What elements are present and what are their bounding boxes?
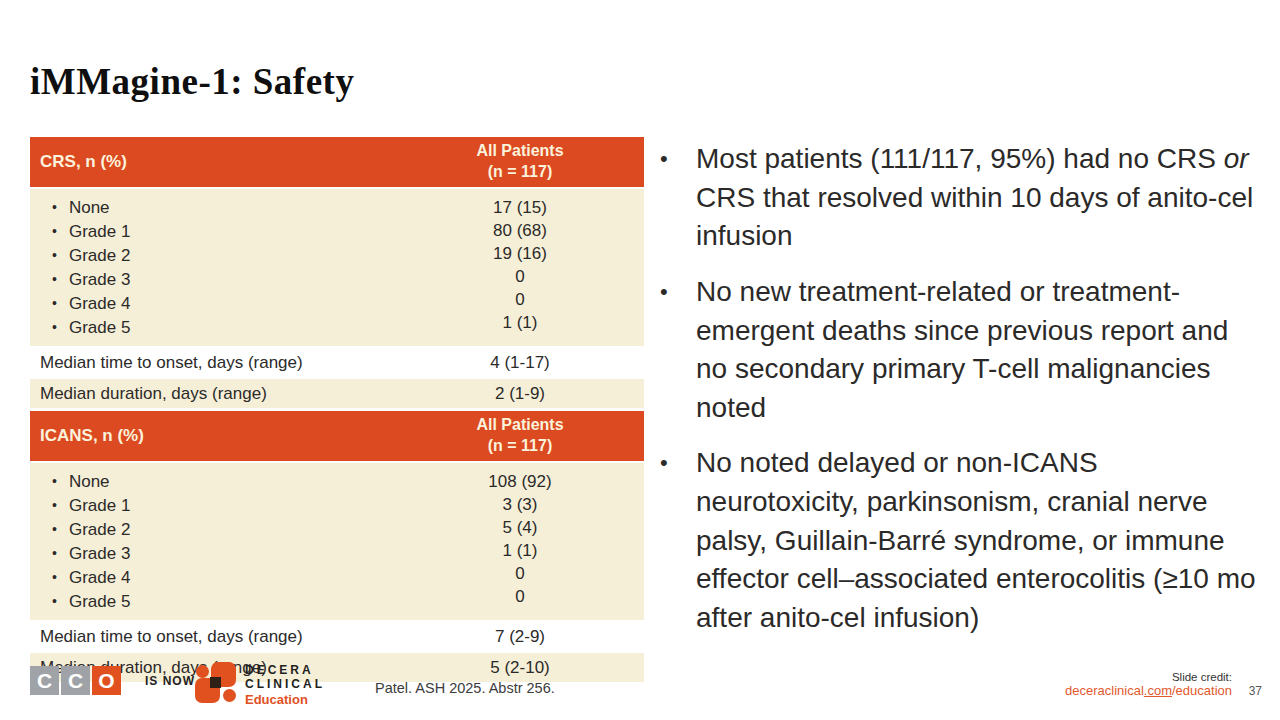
table-row: Grade 5: [42, 590, 396, 614]
median-onset-label: Median time to onset, days (range): [30, 353, 396, 373]
grade-value: 1 (1): [396, 539, 644, 562]
icans-grades-block: None Grade 1 Grade 2 Grade 3 Grade 4 Gra…: [30, 463, 644, 620]
safety-table: CRS, n (%) All Patients (n = 117) None G…: [30, 137, 644, 682]
median-onset-value: 7 (2-9): [396, 627, 644, 647]
median-onset-value: 4 (1-17): [396, 353, 644, 373]
crs-grade-values: 17 (15) 80 (68) 19 (16) 0 0 1 (1): [396, 196, 644, 340]
grade-label: Grade 1: [69, 496, 130, 515]
grade-value: 1 (1): [396, 311, 644, 334]
slide-credit: Slide credit: deceraclinical.com/educati…: [1065, 671, 1232, 698]
cco-logo: C C O: [30, 666, 121, 695]
list-item: Most patients (111/117, 95%) had no CRS …: [660, 140, 1260, 256]
grade-label: Grade 3: [69, 544, 130, 563]
bullet-icon: [660, 140, 696, 256]
table-row: None: [42, 470, 396, 494]
grade-label: Grade 2: [69, 246, 130, 265]
bullet-text-segment: Most patients (111/117, 95%) had no CRS: [696, 143, 1224, 174]
grade-value: 17 (15): [396, 196, 644, 219]
crs-grade-labels: None Grade 1 Grade 2 Grade 3 Grade 4 Gra…: [30, 196, 396, 340]
n-count-label: (n = 117): [396, 162, 644, 183]
grade-value: 0: [396, 288, 644, 311]
icans-median-onset-row: Median time to onset, days (range) 7 (2-…: [30, 622, 644, 651]
crs-header-value-col: All Patients (n = 117): [396, 141, 644, 183]
crs-median-duration-row: Median duration, days (range) 2 (1-9): [30, 379, 644, 408]
table-row: Grade 4: [42, 292, 396, 316]
grade-label: Grade 4: [69, 568, 130, 587]
table-row: Grade 1: [42, 220, 396, 244]
bullet-text: Most patients (111/117, 95%) had no CRS …: [696, 140, 1260, 256]
cco-logo-letter: C: [61, 666, 90, 695]
bullet-text-italic: or: [1224, 143, 1249, 174]
link-segment[interactable]: deceraclinical: [1065, 683, 1144, 698]
grade-value: 5 (4): [396, 516, 644, 539]
crs-header-label: CRS, n (%): [30, 152, 396, 172]
cco-logo-letter: O: [92, 666, 121, 695]
table-row: Grade 5: [42, 316, 396, 340]
icans-grade-values: 108 (92) 3 (3) 5 (4) 1 (1) 0 0: [396, 470, 644, 614]
grade-label: Grade 5: [69, 592, 130, 611]
bullet-text: No new treatment-related or treatment-em…: [696, 273, 1260, 428]
table-row: Grade 3: [42, 268, 396, 292]
all-patients-label: All Patients: [396, 141, 644, 162]
all-patients-label: All Patients: [396, 415, 644, 436]
grade-label: Grade 2: [69, 520, 130, 539]
icans-header-row: ICANS, n (%) All Patients (n = 117): [30, 411, 644, 461]
clinical-word: CLINICAL: [245, 677, 325, 691]
decera-logo-text: DECERA CLINICAL Education: [245, 662, 325, 708]
bullet-text-segment: CRS that resolved within 10 days of anit…: [696, 182, 1253, 252]
education-word: Education: [245, 692, 325, 708]
grade-label: Grade 5: [69, 318, 130, 337]
citation-text: Patel. ASH 2025. Abstr 256.: [375, 680, 555, 696]
list-item: No new treatment-related or treatment-em…: [660, 273, 1260, 428]
grade-value: 3 (3): [396, 493, 644, 516]
table-row: Grade 3: [42, 542, 396, 566]
grade-label: Grade 3: [69, 270, 130, 289]
median-onset-label: Median time to onset, days (range): [30, 627, 396, 647]
table-row: None: [42, 196, 396, 220]
grade-label: None: [69, 198, 110, 217]
table-row: Grade 2: [42, 518, 396, 542]
icans-header-label: ICANS, n (%): [30, 426, 396, 446]
grade-value: 19 (16): [396, 242, 644, 265]
bullet-icon: [660, 444, 696, 637]
decera-word: DECERA: [245, 663, 325, 677]
table-row: Grade 1: [42, 494, 396, 518]
grade-value: 80 (68): [396, 219, 644, 242]
table-row: Grade 4: [42, 566, 396, 590]
grade-label: Grade 1: [69, 222, 130, 241]
grade-value: 0: [396, 585, 644, 608]
link-segment[interactable]: .com: [1144, 683, 1172, 698]
table-row: Grade 2: [42, 244, 396, 268]
grade-value: 0: [396, 265, 644, 288]
decera-logo-icon: [195, 662, 237, 704]
is-now-label: IS NOW: [145, 674, 195, 688]
cco-logo-letter: C: [30, 666, 59, 695]
grade-label: Grade 4: [69, 294, 130, 313]
median-duration-value: 5 (2-10): [396, 658, 644, 678]
slide-credit-label: Slide credit:: [1065, 671, 1232, 683]
bullet-icon: [660, 273, 696, 428]
grade-value: 0: [396, 562, 644, 585]
icans-median-duration-row: Median duration, days (range) 5 (2-10): [30, 653, 644, 682]
slide: iMMagine-1: Safety CRS, n (%) All Patien…: [0, 0, 1280, 720]
icans-header-value-col: All Patients (n = 117): [396, 415, 644, 457]
crs-grades-block: None Grade 1 Grade 2 Grade 3 Grade 4 Gra…: [30, 189, 644, 346]
n-count-label: (n = 117): [396, 436, 644, 457]
crs-header-row: CRS, n (%) All Patients (n = 117): [30, 137, 644, 187]
list-item: No noted delayed or non-ICANS neurotoxic…: [660, 444, 1260, 637]
median-duration-label: Median duration, days (range): [30, 384, 396, 404]
bullet-text: No noted delayed or non-ICANS neurotoxic…: [696, 444, 1260, 637]
grade-label: None: [69, 472, 110, 491]
decera-logo: DECERA CLINICAL Education: [195, 662, 325, 708]
icans-grade-labels: None Grade 1 Grade 2 Grade 3 Grade 4 Gra…: [30, 470, 396, 614]
median-duration-value: 2 (1-9): [396, 384, 644, 404]
slide-credit-link[interactable]: deceraclinical.com/education: [1065, 683, 1232, 698]
page-title: iMMagine-1: Safety: [30, 60, 354, 103]
key-points-list: Most patients (111/117, 95%) had no CRS …: [660, 140, 1260, 655]
grade-value: 108 (92): [396, 470, 644, 493]
link-segment[interactable]: /education: [1172, 683, 1232, 698]
crs-median-onset-row: Median time to onset, days (range) 4 (1-…: [30, 348, 644, 377]
page-number: 37: [1249, 684, 1262, 698]
